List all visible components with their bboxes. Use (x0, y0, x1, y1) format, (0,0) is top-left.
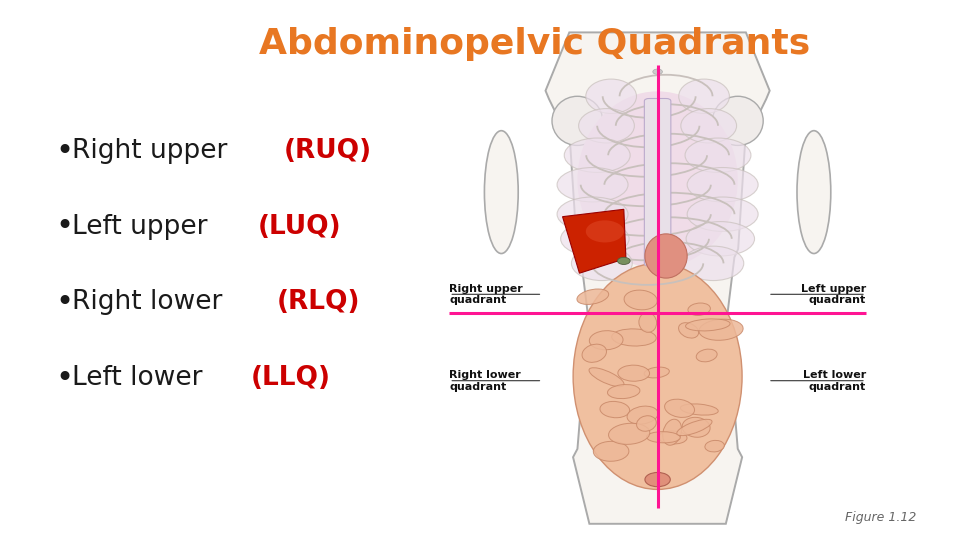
Ellipse shape (557, 167, 628, 202)
Text: Right upper
quadrant: Right upper quadrant (449, 284, 523, 305)
Ellipse shape (552, 96, 603, 145)
Ellipse shape (679, 323, 699, 338)
Ellipse shape (624, 290, 658, 310)
Ellipse shape (589, 330, 623, 350)
Ellipse shape (608, 384, 640, 399)
Ellipse shape (586, 79, 636, 113)
Ellipse shape (686, 221, 755, 256)
Ellipse shape (683, 246, 744, 281)
Circle shape (653, 174, 662, 179)
Text: Left lower
quadrant: Left lower quadrant (803, 370, 866, 392)
Ellipse shape (577, 91, 738, 268)
Ellipse shape (687, 167, 758, 202)
Ellipse shape (573, 264, 742, 489)
Ellipse shape (679, 79, 730, 113)
Ellipse shape (681, 404, 718, 415)
Ellipse shape (636, 416, 657, 431)
Text: (LUQ): (LUQ) (257, 214, 341, 240)
Text: Left lower: Left lower (72, 365, 211, 391)
Ellipse shape (705, 441, 725, 452)
Ellipse shape (662, 419, 682, 446)
Text: Right lower: Right lower (72, 289, 230, 315)
Circle shape (653, 208, 662, 214)
Ellipse shape (677, 419, 712, 436)
Ellipse shape (646, 431, 681, 443)
Ellipse shape (618, 365, 650, 381)
Text: •: • (56, 288, 74, 317)
Ellipse shape (699, 319, 743, 340)
Circle shape (653, 69, 662, 75)
Ellipse shape (645, 234, 687, 278)
Circle shape (653, 244, 662, 249)
Ellipse shape (600, 401, 630, 418)
Polygon shape (563, 210, 626, 273)
Ellipse shape (644, 367, 669, 378)
Text: (RLQ): (RLQ) (276, 289, 360, 315)
Text: Left upper
quadrant: Left upper quadrant (801, 284, 866, 305)
Text: (RUQ): (RUQ) (283, 138, 372, 164)
Text: Right lower
quadrant: Right lower quadrant (449, 370, 521, 392)
Text: Left upper: Left upper (72, 214, 216, 240)
Text: (LLQ): (LLQ) (252, 365, 331, 391)
Ellipse shape (609, 423, 650, 444)
Circle shape (645, 472, 670, 487)
FancyBboxPatch shape (644, 98, 671, 266)
Ellipse shape (681, 109, 736, 143)
Ellipse shape (797, 131, 830, 254)
Ellipse shape (685, 138, 751, 172)
Ellipse shape (696, 349, 717, 362)
Ellipse shape (571, 246, 633, 281)
Text: •: • (56, 212, 74, 241)
Ellipse shape (627, 406, 658, 424)
Ellipse shape (485, 131, 518, 254)
Ellipse shape (589, 368, 624, 387)
Ellipse shape (579, 109, 635, 143)
Polygon shape (545, 32, 770, 524)
Circle shape (617, 258, 630, 265)
Text: •: • (56, 363, 74, 393)
Text: Abdominopelvic Quadrants: Abdominopelvic Quadrants (259, 27, 810, 61)
Text: •: • (56, 137, 74, 166)
Ellipse shape (688, 303, 710, 315)
Ellipse shape (582, 344, 607, 362)
Ellipse shape (557, 197, 628, 232)
Ellipse shape (561, 221, 629, 256)
Ellipse shape (586, 220, 624, 242)
Circle shape (653, 104, 662, 109)
Ellipse shape (639, 313, 657, 332)
Text: Figure 1.12: Figure 1.12 (846, 511, 917, 524)
Text: Right upper: Right upper (72, 138, 236, 164)
Ellipse shape (685, 319, 730, 331)
Ellipse shape (687, 197, 758, 232)
Circle shape (653, 279, 662, 284)
Ellipse shape (577, 289, 609, 305)
Ellipse shape (659, 431, 687, 444)
Ellipse shape (612, 329, 657, 346)
Ellipse shape (593, 441, 629, 461)
Circle shape (653, 139, 662, 144)
Ellipse shape (664, 399, 694, 417)
Ellipse shape (712, 96, 763, 145)
Ellipse shape (683, 417, 710, 437)
Ellipse shape (564, 138, 630, 172)
